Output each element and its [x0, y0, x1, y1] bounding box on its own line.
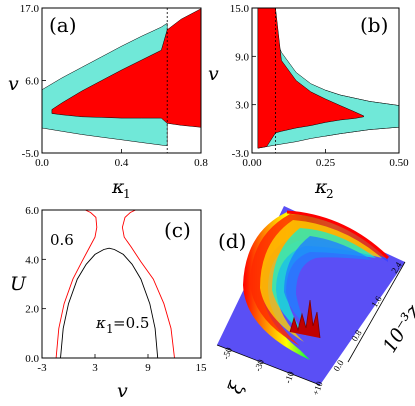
b-xlabel: κ: [314, 176, 328, 198]
x-tick-label: 15: [196, 362, 208, 374]
y-tick-label: 6.0: [25, 205, 39, 217]
a-panel-tag: (a): [49, 13, 77, 37]
x-tick-label: 0.4: [115, 157, 129, 169]
c-plot-frame: [41, 209, 202, 359]
x-tick-label: 0.0: [35, 157, 49, 169]
c-series-line-2: [121, 210, 175, 358]
c-annotation-sub: 1: [106, 322, 114, 336]
y-tick-label: 9.0: [235, 51, 249, 63]
c-series-line-0: [60, 247, 159, 358]
y-tick-label: -3.0: [232, 148, 250, 160]
d-xilabel: ξ: [224, 378, 249, 397]
panel-a: 0.0 0.4 0.8 -5.0 6.0 17.0 (a) v κ 1: [8, 3, 208, 201]
y-tick-label: -5.0: [22, 148, 40, 160]
d-spikes: [289, 299, 321, 339]
x-tick-label: -3: [37, 362, 47, 374]
panel-d: (d) 0.0 0.8 1.6 2.4 10⁻³z -50 -30 -10 +1…: [216, 206, 415, 397]
d-crest: [286, 210, 390, 260]
x-tick-label: 0.00: [242, 157, 262, 169]
c-annotation-val: =0.5: [113, 314, 149, 332]
x-tick-label: 0.50: [389, 157, 409, 169]
c-ylabel: U: [10, 273, 27, 295]
y-tick-label: 4.0: [25, 254, 39, 266]
c-lines: [55, 210, 175, 358]
y-tick-label: 17.0: [20, 3, 40, 15]
x-tick-label: 9: [145, 362, 151, 374]
c-panel-tag: (c): [164, 218, 191, 242]
y-tick-label: 0.0: [25, 353, 39, 365]
x-tick-label: 0.8: [194, 157, 208, 169]
c-xlabel: v: [117, 380, 128, 402]
c-ticks: -3 3 9 15 0.0 2.0 4.0 6.0: [25, 205, 207, 374]
b-ylabel: v: [208, 63, 219, 85]
d-xitick-3: +10: [310, 380, 324, 397]
d-zaxis: [347, 261, 406, 363]
panel-c: -3 3 9 15 0.0 2.0 4.0 6.0 (c) 0.6 κ 1 =0.5 U v: [10, 205, 207, 402]
a-xlabel: κ: [111, 176, 125, 198]
b-inner-region: [257, 8, 364, 149]
b-ticks: 0.00 0.25 0.50 -3.0 3.0 9.0 15.0: [230, 3, 409, 169]
d-xiaxis: [216, 344, 321, 386]
y-tick-label: 15.0: [230, 3, 250, 15]
d-xitick-2: -10: [282, 370, 296, 385]
b-panel-tag: (b): [360, 13, 388, 37]
a-ylabel: v: [8, 73, 19, 95]
d-surface-ridge: [284, 236, 372, 330]
a-ticks: 0.0 0.4 0.8 -5.0 6.0 17.0: [20, 3, 209, 169]
b-xlabel-sub: 2: [326, 187, 334, 201]
d-panel-tag: (d): [218, 229, 246, 253]
y-tick-label: 2.0: [25, 304, 39, 316]
panel-b: 0.00 0.25 0.50 -3.0 3.0 9.0 15.0 (b) v κ 2: [208, 3, 409, 201]
y-tick-label: 6.0: [25, 76, 39, 88]
c-series-line-1: [55, 210, 98, 358]
y-tick-label: 3.0: [235, 100, 249, 112]
a-xlabel-sub: 1: [123, 187, 131, 201]
x-tick-label: 0.25: [316, 157, 336, 169]
c-annotation-0: 0.6: [50, 231, 74, 249]
x-tick-label: 3: [92, 362, 98, 374]
d-xitick-1: -30: [252, 358, 266, 373]
a-inner-region: [51, 8, 201, 128]
c-annotation-kappa: κ: [95, 314, 106, 332]
d-zlabel: 10⁻³z: [379, 300, 415, 356]
d-xitick-0: -50: [220, 346, 234, 361]
